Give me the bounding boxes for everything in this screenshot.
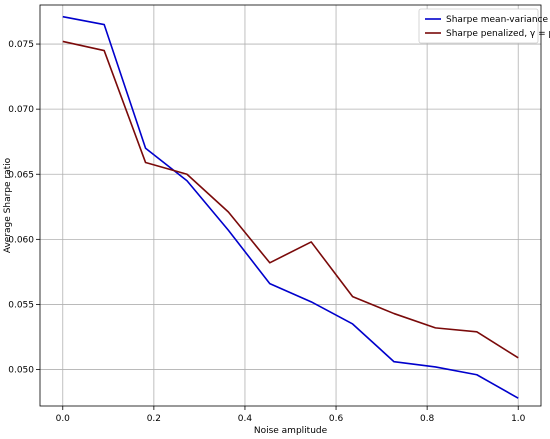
legend-entry: Sharpe penalized, γ = μ/100	[446, 29, 550, 39]
series-line-2	[62, 40, 519, 359]
y-axis-label: Average Sharpe ratio	[3, 157, 13, 253]
x-tick-label: 0.8	[420, 414, 435, 424]
y-tick-label: 0.070	[8, 105, 34, 115]
x-tick-label: 0.4	[238, 414, 253, 424]
legend: Sharpe mean-variance Sharpe penalized, γ …	[418, 8, 550, 44]
legend-box	[418, 8, 539, 44]
y-tick-label: 0.050	[8, 366, 34, 376]
x-tick-label: 0.0	[56, 414, 71, 424]
x-tick-label: 0.6	[329, 414, 344, 424]
series-line-1	[62, 15, 519, 399]
plot-frame	[39, 4, 542, 407]
y-tick-label: 0.060	[8, 235, 34, 245]
ticks: 0.0 0.2 0.4 0.6 0.8 1.0 0.050 0.055 0.060 0.065 0.…	[8, 40, 525, 424]
series-lines	[62, 15, 519, 399]
y-tick-label: 0.075	[8, 40, 34, 50]
grid	[40, 5, 541, 406]
y-tick-label: 0.055	[8, 300, 34, 310]
y-tick-label: 0.065	[8, 170, 34, 180]
legend-entry: Sharpe mean-variance	[446, 15, 548, 25]
x-tick-label: 1.0	[511, 414, 526, 424]
x-tick-label: 0.2	[147, 414, 161, 424]
x-axis-label: Noise amplitude	[254, 426, 328, 436]
